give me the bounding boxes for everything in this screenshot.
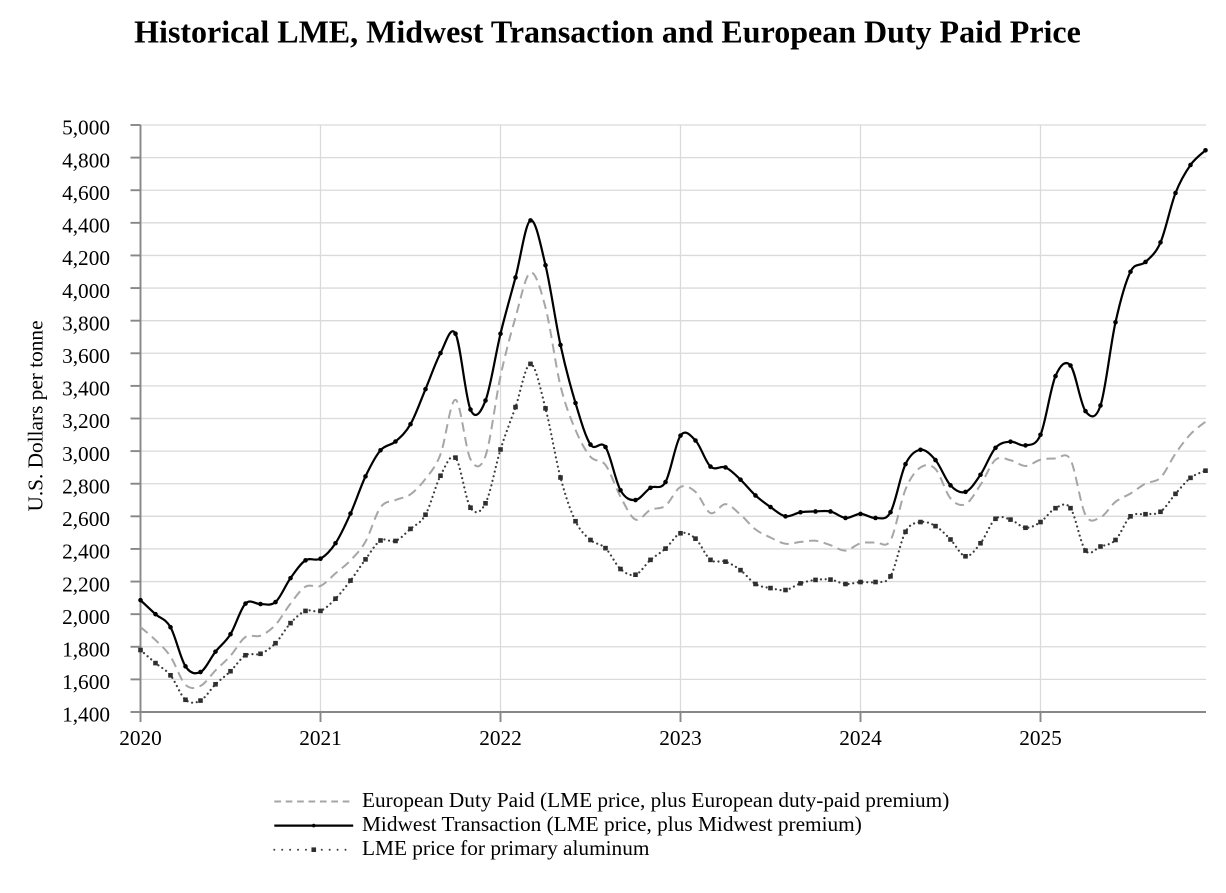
svg-text:3,600: 3,600 [62, 344, 110, 368]
svg-text:2023: 2023 [659, 726, 702, 750]
svg-text:3,400: 3,400 [62, 377, 110, 401]
svg-text:2,000: 2,000 [62, 605, 110, 629]
svg-text:3,800: 3,800 [62, 311, 110, 335]
svg-text:2,600: 2,600 [62, 507, 110, 531]
svg-text:1,400: 1,400 [62, 703, 110, 727]
svg-text:5,000: 5,000 [62, 116, 110, 140]
svg-text:2022: 2022 [479, 726, 522, 750]
svg-text:4,200: 4,200 [62, 246, 110, 270]
svg-text:Historical LME, Midwest Transa: Historical LME, Midwest Transaction and … [134, 14, 1081, 50]
svg-text:LME price for primary aluminum: LME price for primary aluminum [362, 836, 650, 860]
svg-text:2,400: 2,400 [62, 540, 110, 564]
svg-text:2,200: 2,200 [62, 572, 110, 596]
svg-text:Midwest Transaction (LME price: Midwest Transaction (LME price, plus Mid… [362, 812, 862, 836]
svg-text:3,200: 3,200 [62, 409, 110, 433]
svg-text:1,600: 1,600 [62, 670, 110, 694]
svg-text:4,600: 4,600 [62, 181, 110, 205]
svg-text:U.S. Dollars per tonne: U.S. Dollars per tonne [24, 320, 48, 511]
svg-text:1,800: 1,800 [62, 637, 110, 661]
svg-text:2,800: 2,800 [62, 474, 110, 498]
svg-text:4,000: 4,000 [62, 279, 110, 303]
svg-text:3,000: 3,000 [62, 442, 110, 466]
svg-text:2024: 2024 [839, 726, 882, 750]
svg-text:European Duty Paid (LME price,: European Duty Paid (LME price, plus Euro… [362, 788, 949, 812]
svg-text:2020: 2020 [119, 726, 162, 750]
svg-text:2021: 2021 [299, 726, 342, 750]
svg-text:4,800: 4,800 [62, 148, 110, 172]
svg-text:2025: 2025 [1019, 726, 1062, 750]
svg-text:4,400: 4,400 [62, 214, 110, 238]
